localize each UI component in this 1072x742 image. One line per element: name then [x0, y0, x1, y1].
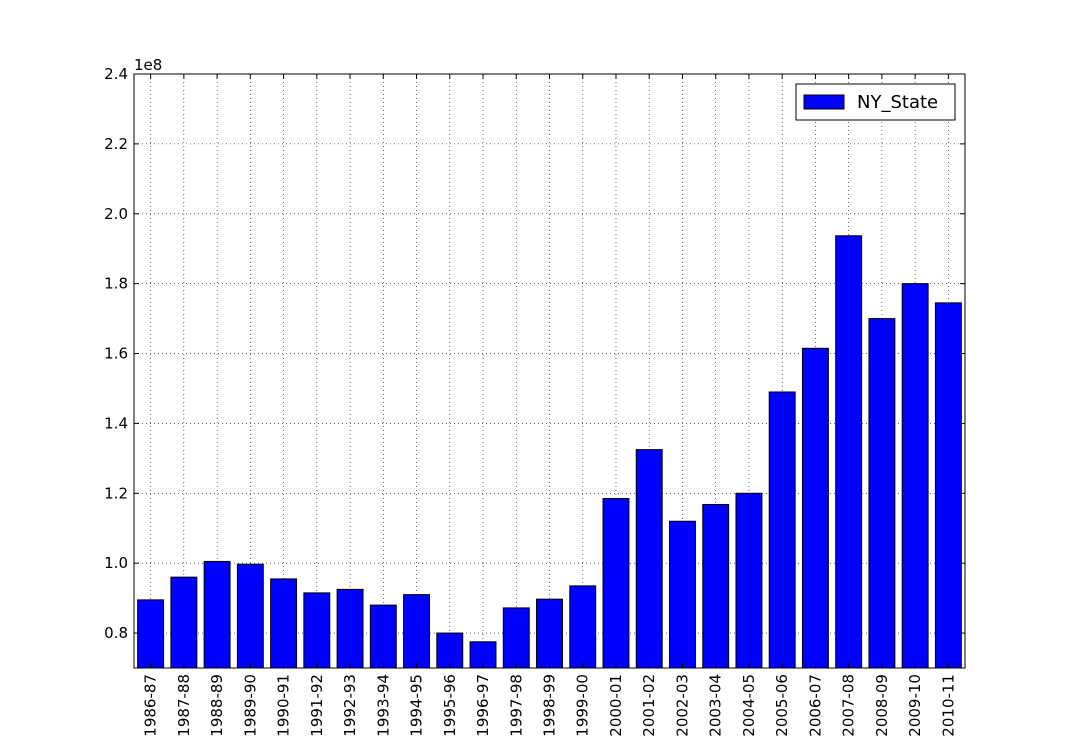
bar-2006-07	[801, 347, 829, 669]
y-tick-label: 1.4	[104, 414, 128, 432]
bar-1988-89	[203, 560, 231, 669]
y-tick-label: 1.8	[104, 275, 128, 293]
y-axis-offset-label: 1e8	[134, 56, 162, 74]
bar-1994-95	[403, 594, 431, 669]
bar-2008-09	[868, 318, 896, 669]
x-tick-label: 1994-95	[408, 674, 426, 737]
x-tick-label: 1988-89	[208, 674, 226, 737]
y-tick-label: 1.2	[104, 484, 128, 502]
y-tick-label: 1.6	[104, 345, 128, 363]
bar-2010-11	[934, 302, 962, 669]
x-tick-label: 1999-00	[574, 674, 592, 737]
x-tick-label: 1990-91	[275, 674, 293, 737]
bar-1991-92	[303, 592, 331, 669]
bar-1997-98	[502, 607, 530, 669]
x-tick-label: 2008-09	[873, 674, 891, 737]
bar-1998-99	[536, 598, 563, 669]
x-tick-label: 1992-93	[341, 674, 359, 737]
y-tick-label: 2.2	[104, 135, 128, 153]
bar-1992-93	[336, 588, 364, 669]
legend: NY_State	[795, 83, 956, 121]
x-tick-label: 2000-01	[607, 674, 625, 737]
legend-swatch	[803, 94, 845, 110]
bar-2009-10	[901, 283, 929, 669]
x-tick-label: 2005-06	[773, 674, 791, 737]
y-axis: 0.8 1.0 1.2 1.4 1.6 1.8 2.0 2.2 2.4	[104, 65, 965, 642]
bar-2003-04	[702, 503, 730, 669]
y-tick-label: 1.0	[104, 554, 128, 572]
y-tick-label: 2.4	[104, 65, 128, 83]
y-tick-label: 0.8	[104, 624, 128, 642]
y-tick-label: 2.0	[104, 205, 128, 223]
bar-2002-03	[668, 520, 696, 669]
bar-1989-90	[236, 563, 264, 669]
x-tick-label: 1993-94	[374, 674, 392, 737]
x-tick-label: 2004-05	[740, 674, 758, 737]
x-tick-label: 2003-04	[707, 674, 725, 737]
bar-2005-06	[768, 391, 796, 669]
x-tick-label: 1997-98	[507, 674, 525, 737]
x-tick-label: 2009-10	[906, 674, 924, 737]
bar-1987-88	[170, 576, 198, 669]
bar-1995-96	[436, 632, 464, 669]
bar-2004-05	[735, 492, 763, 669]
x-tick-label: 2006-07	[806, 674, 824, 737]
bar-1986-87	[137, 599, 165, 669]
x-tick-label: 1989-90	[241, 674, 259, 737]
x-tick-label: 2010-11	[939, 674, 957, 737]
x-tick-label: 2007-08	[840, 674, 858, 737]
bars	[137, 235, 962, 669]
x-tick-label: 1995-96	[441, 674, 459, 737]
x-tick-label: 2001-02	[640, 674, 658, 737]
bar-1990-91	[270, 578, 298, 669]
x-tick-label: 2002-03	[673, 674, 691, 737]
x-tick-label: 1998-99	[541, 674, 559, 737]
bar-1999-00	[569, 585, 597, 669]
x-tick-label: 1996-97	[474, 674, 492, 737]
bar-2000-01	[602, 498, 630, 669]
legend-label: NY_State	[857, 92, 938, 113]
x-tick-label: 1991-92	[308, 674, 326, 737]
bar-2007-08	[835, 235, 863, 669]
bar-1993-94	[369, 604, 397, 669]
x-tick-label: 1986-87	[142, 674, 160, 737]
bar-2001-02	[635, 449, 663, 669]
x-tick-label: 1987-88	[175, 674, 193, 737]
x-axis: 1986-87 1987-88 1988-89 1989-90 1990-91 1991-…	[142, 74, 957, 737]
